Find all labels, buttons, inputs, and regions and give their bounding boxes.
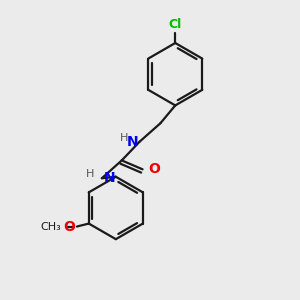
Text: H: H [86,169,95,179]
Text: N: N [127,135,138,149]
Text: Cl: Cl [169,17,182,31]
Text: CH₃: CH₃ [41,221,62,232]
Text: H: H [120,133,128,143]
Text: N: N [103,171,115,185]
Text: O: O [64,220,75,233]
Text: O: O [148,162,160,176]
